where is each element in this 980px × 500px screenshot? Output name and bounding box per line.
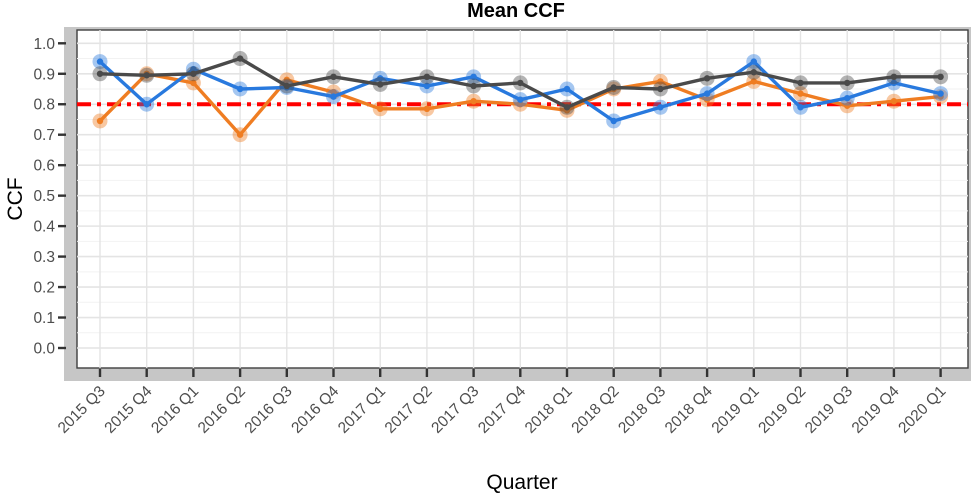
y-tick-label: 0.9 [33, 66, 55, 83]
orange-series [92, 66, 949, 143]
y-axis-title: CCF [4, 177, 27, 220]
data-point-marker [330, 73, 337, 81]
data-point-marker [657, 104, 664, 111]
data-point-marker [190, 65, 197, 73]
data-point-marker [236, 85, 244, 93]
y-tick-label: 0.5 [33, 188, 55, 205]
data-point-marker [563, 85, 571, 93]
data-point-marker [190, 79, 197, 87]
x-tick-label: 2016 Q4 [288, 383, 342, 437]
data-point-marker [517, 96, 524, 103]
data-point-marker [610, 84, 617, 91]
x-tick-label: 2019 Q4 [849, 383, 903, 437]
x-tick-label: 2015 Q3 [55, 383, 109, 437]
data-point-marker [657, 78, 664, 85]
data-point-marker [96, 70, 104, 77]
data-point-marker [190, 70, 197, 77]
x-tick-label: 2018 Q1 [522, 383, 576, 437]
data-point-marker [283, 76, 290, 84]
data-point-marker [750, 69, 757, 76]
data-point-marker [563, 104, 571, 111]
data-point-marker [377, 105, 384, 113]
chart-title: Mean CCF [467, 0, 565, 22]
y-tick-label: 0.7 [33, 127, 55, 144]
x-tick-label: 2015 Q4 [101, 383, 155, 437]
data-point-marker [517, 101, 524, 108]
x-tick-label: 2017 Q2 [382, 383, 436, 437]
x-tick-label: 2017 Q1 [335, 383, 389, 437]
y-tick-label: 1.0 [33, 36, 55, 53]
x-axis-title: Quarter [486, 471, 557, 494]
x-tick-label: 2019 Q3 [802, 383, 856, 437]
data-point-marker [143, 72, 150, 79]
y-tick-label: 0.2 [33, 280, 55, 297]
data-point-marker [844, 102, 851, 109]
data-point-marker [937, 90, 944, 97]
data-point-marker [236, 55, 244, 62]
data-point-marker [703, 75, 711, 82]
data-point-marker [423, 105, 431, 113]
data-point-marker [703, 90, 711, 97]
data-point-marker [797, 79, 804, 87]
x-tick-label: 2019 Q2 [755, 383, 809, 437]
y-tick-label: 0.4 [33, 219, 55, 236]
data-point-marker [517, 79, 524, 87]
y-tick-label: 0.3 [33, 249, 55, 266]
x-tick-label: 2019 Q1 [709, 383, 763, 437]
data-point-marker [283, 82, 290, 90]
data-point-marker [330, 88, 337, 96]
data-point-marker [377, 81, 384, 88]
y-tick-label: 0.8 [33, 97, 55, 114]
data-point-marker [797, 90, 804, 97]
x-tick-label: 2016 Q1 [148, 383, 202, 437]
data-point-marker [377, 75, 384, 82]
data-point-marker [890, 97, 898, 105]
data-point-marker [143, 101, 150, 108]
data-point-marker [236, 131, 244, 138]
panel-background [76, 29, 969, 369]
x-tick-label: 2016 Q2 [195, 383, 249, 437]
data-point-marker [703, 96, 711, 103]
y-tick-label: 0.0 [33, 341, 55, 358]
data-point-marker [96, 58, 104, 65]
data-point-marker [844, 94, 851, 102]
x-tick-label: 2017 Q4 [475, 383, 529, 437]
data-point-marker [470, 73, 477, 81]
data-point-marker [96, 117, 104, 125]
data-point-marker [657, 85, 664, 93]
data-point-marker [610, 117, 617, 125]
x-tick-label: 2018 Q4 [662, 383, 716, 437]
data-point-marker [330, 93, 337, 100]
data-point-marker [750, 78, 757, 85]
gray-series [92, 51, 949, 115]
data-point-marker [470, 97, 477, 105]
data-point-marker [937, 73, 944, 81]
x-tick-label: 2018 Q3 [615, 383, 669, 437]
x-tick-label: 2018 Q2 [568, 383, 622, 437]
plot-frame [64, 27, 971, 381]
data-point-marker [423, 82, 431, 90]
data-point-marker [890, 79, 898, 87]
y-tick-label: 0.6 [33, 158, 55, 175]
gridlines [77, 30, 968, 368]
data-point-marker [797, 104, 804, 111]
y-tick-label: 0.1 [33, 310, 55, 327]
x-tick-label: 2017 Q3 [428, 383, 482, 437]
x-tick-label: 2020 Q1 [895, 383, 949, 437]
x-tick-label: 2016 Q3 [242, 383, 296, 437]
data-point-marker [470, 82, 477, 90]
data-point-marker [890, 73, 898, 81]
data-point-marker [844, 79, 851, 87]
series-layer [92, 51, 949, 143]
data-point-marker [750, 58, 757, 65]
data-point-marker [423, 73, 431, 81]
